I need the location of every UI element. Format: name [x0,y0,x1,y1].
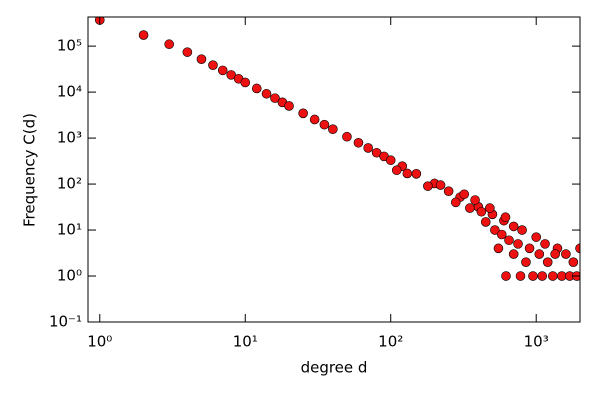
point [476,206,487,217]
point [443,186,454,196]
point [319,119,330,130]
point [217,65,228,76]
point [270,93,280,103]
point [531,232,542,242]
point [490,225,500,235]
point [493,243,504,254]
point [521,257,531,267]
point [182,47,193,57]
point [328,124,338,135]
y-tick-label: 10⁻¹ [49,313,82,331]
point [470,195,480,205]
point [561,249,571,259]
y-tick-label: 10⁴ [57,83,82,101]
y-tick-label: 10⁵ [57,37,82,55]
x-tick-label: 10¹ [233,333,258,351]
points [94,17,580,281]
y-tick-label: 10⁰ [57,267,82,285]
point [240,77,251,88]
point [196,54,207,64]
point [537,271,548,281]
point [547,271,558,281]
point [284,101,294,111]
point [208,60,218,70]
point [251,83,262,94]
point [534,249,545,259]
point [515,271,526,281]
point [513,239,523,249]
point [542,257,553,267]
x-tick-label: 10³ [524,333,549,351]
point [540,239,550,249]
point [402,168,413,179]
point [391,165,402,176]
x-tick-label: 10⁰ [87,333,112,351]
point [485,203,495,213]
point [517,225,527,235]
point [298,108,308,119]
point [423,181,433,191]
point [501,271,511,281]
point [435,180,446,190]
point [226,70,236,80]
y-tick-label: 10² [57,175,82,193]
point [524,243,535,254]
point [508,249,519,259]
plot-frame [87,16,581,323]
point [385,155,396,166]
point [450,197,461,208]
point [500,212,511,223]
point [309,114,320,125]
point [411,169,422,179]
point [575,243,580,254]
point [550,249,560,259]
y-tick-label: 10³ [57,129,82,147]
x-axis-label: degree d [301,359,368,377]
point [353,137,364,148]
y-tick-label: 10¹ [57,221,82,239]
point [528,271,538,281]
point [138,30,149,40]
point [164,39,174,50]
point [261,88,272,99]
point [342,131,352,142]
point [504,235,514,246]
point [568,257,579,267]
point [480,217,491,227]
x-tick-label: 10² [378,333,403,351]
point [363,143,373,153]
y-axis-label: Frequency C(d) [21,113,39,227]
point [465,203,475,213]
point [459,189,470,200]
point [496,229,507,240]
point [508,221,519,232]
